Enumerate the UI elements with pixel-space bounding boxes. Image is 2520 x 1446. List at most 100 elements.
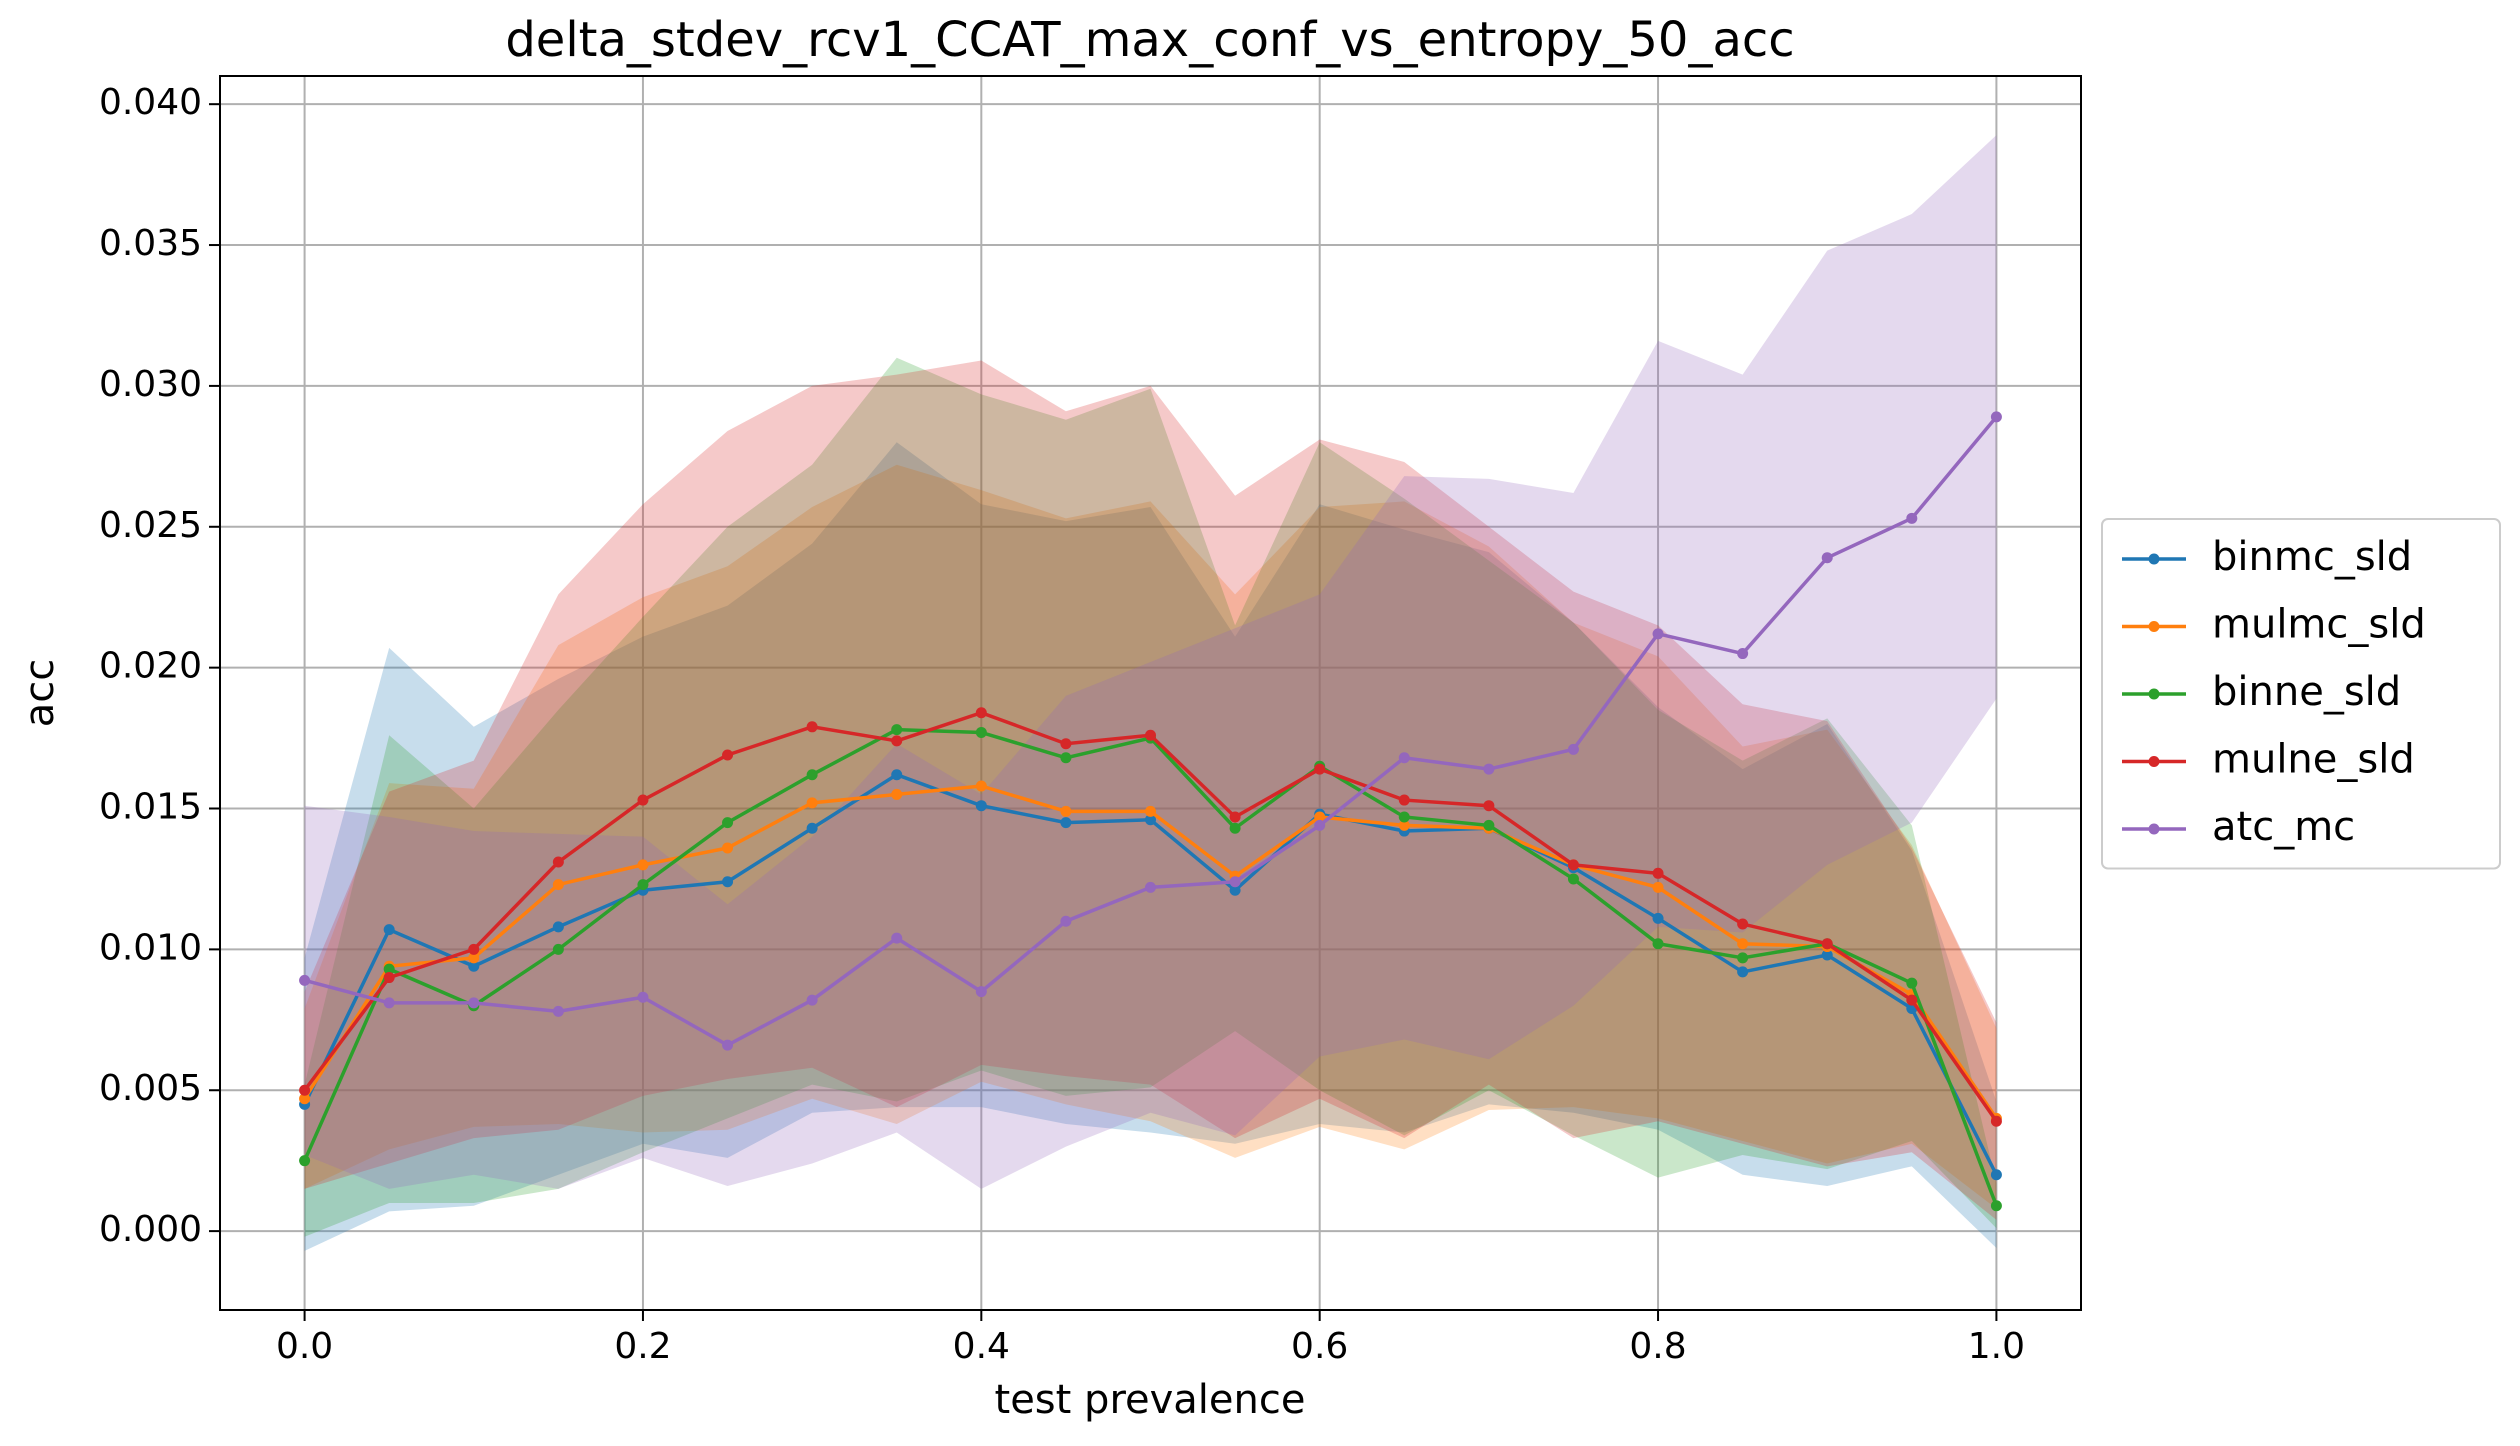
data-point [1229, 876, 1241, 888]
data-point [1483, 819, 1495, 831]
data-point [891, 788, 903, 800]
data-point [1314, 811, 1326, 823]
data-point [1906, 977, 1918, 989]
data-point [722, 876, 734, 888]
legend-label: mulne_sld [2212, 737, 2415, 783]
legend: binmc_sld mulmc_sld binne_sld mulne_sld atc_… [2101, 518, 2501, 870]
chart-title: delta_stdev_rcv1_CCAT_max_conf_vs_entrop… [505, 12, 1794, 68]
data-point [1398, 794, 1410, 806]
y-tick-label: 0.005 [99, 1068, 202, 1109]
data-point [1737, 938, 1749, 950]
y-tick-label: 0.020 [99, 646, 202, 687]
legend-marker [2148, 756, 2160, 767]
data-point [383, 924, 395, 936]
data-point [552, 879, 564, 891]
legend-marker [2148, 688, 2160, 700]
x-tick-label: 0.6 [1291, 1326, 1348, 1367]
axes-frame [219, 75, 2082, 1311]
data-point [1990, 1169, 2002, 1181]
x-axis-label: test prevalence [995, 1377, 1306, 1423]
data-point [1652, 628, 1664, 640]
data-point [975, 800, 987, 812]
data-point [891, 932, 903, 944]
data-point [468, 997, 480, 1009]
legend-label: mulmc_sld [2212, 602, 2426, 648]
data-point [1398, 819, 1410, 831]
data-point [975, 780, 987, 792]
data-point [637, 794, 649, 806]
data-point [806, 721, 818, 733]
data-point [1990, 1200, 2002, 1212]
data-point [1060, 915, 1072, 927]
data-point [1314, 819, 1326, 831]
data-point [468, 952, 480, 964]
data-point [975, 986, 987, 998]
legend-box [2101, 518, 2501, 870]
data-point [383, 997, 395, 1009]
y-tick-label: 0.025 [99, 505, 202, 546]
y-tick-label: 0.040 [99, 82, 202, 123]
data-point [1821, 552, 1833, 564]
data-point [1145, 805, 1156, 817]
x-tick-label: 0.4 [953, 1326, 1010, 1367]
data-point [1737, 952, 1749, 964]
data-point [1737, 966, 1749, 978]
x-tick-label: 1.0 [1968, 1326, 2025, 1367]
data-point [1567, 873, 1579, 885]
data-point [975, 707, 987, 719]
data-point [1906, 994, 1918, 1006]
data-point [1229, 884, 1241, 896]
data-point [1483, 800, 1495, 812]
data-point [1652, 867, 1664, 879]
data-point [1567, 859, 1579, 871]
data-point [1652, 881, 1664, 893]
x-tick-label: 0.0 [276, 1326, 333, 1367]
data-point [1821, 949, 1833, 961]
data-point [891, 735, 903, 747]
data-point [1737, 648, 1749, 660]
error-band [304, 464, 1997, 1209]
data-point [1483, 763, 1495, 775]
data-point [1060, 738, 1072, 750]
data-point [637, 879, 649, 891]
data-point [1990, 1115, 2002, 1127]
data-point [1652, 912, 1664, 924]
data-point [1567, 743, 1579, 755]
data-point [806, 797, 818, 809]
data-point [1737, 918, 1749, 930]
data-point [299, 1093, 311, 1105]
data-point [1060, 752, 1072, 764]
legend-label: binmc_sld [2212, 534, 2412, 580]
data-point [1229, 822, 1241, 834]
y-tick-label: 0.010 [99, 927, 202, 968]
data-point [1906, 512, 1918, 524]
data-point [1145, 814, 1156, 826]
legend-label: atc_mc [2212, 804, 2355, 850]
y-tick-label: 0.035 [99, 223, 202, 264]
data-point [299, 1155, 311, 1167]
data-point [299, 1084, 311, 1096]
x-tick-label: 0.8 [1629, 1326, 1686, 1367]
data-point [637, 991, 649, 1003]
y-tick-label: 0.000 [99, 1209, 202, 1250]
data-point [975, 726, 987, 738]
data-point [552, 856, 564, 868]
data-point [806, 994, 818, 1006]
error-band [304, 360, 1997, 1220]
data-point [722, 817, 734, 829]
data-point [552, 943, 564, 955]
y-tick-label: 0.030 [99, 364, 202, 405]
data-point [1145, 729, 1156, 741]
data-point [552, 1005, 564, 1017]
data-point [552, 921, 564, 933]
y-axis-label: acc [17, 659, 63, 728]
data-point [1990, 411, 2002, 423]
legend-marker [2148, 621, 2160, 632]
legend-marker [2148, 823, 2160, 835]
legend-marker [2148, 553, 2160, 565]
data-point [1060, 817, 1072, 829]
data-point [722, 749, 734, 761]
plot-area [299, 135, 2002, 1251]
legend-label: binne_sld [2212, 669, 2401, 715]
